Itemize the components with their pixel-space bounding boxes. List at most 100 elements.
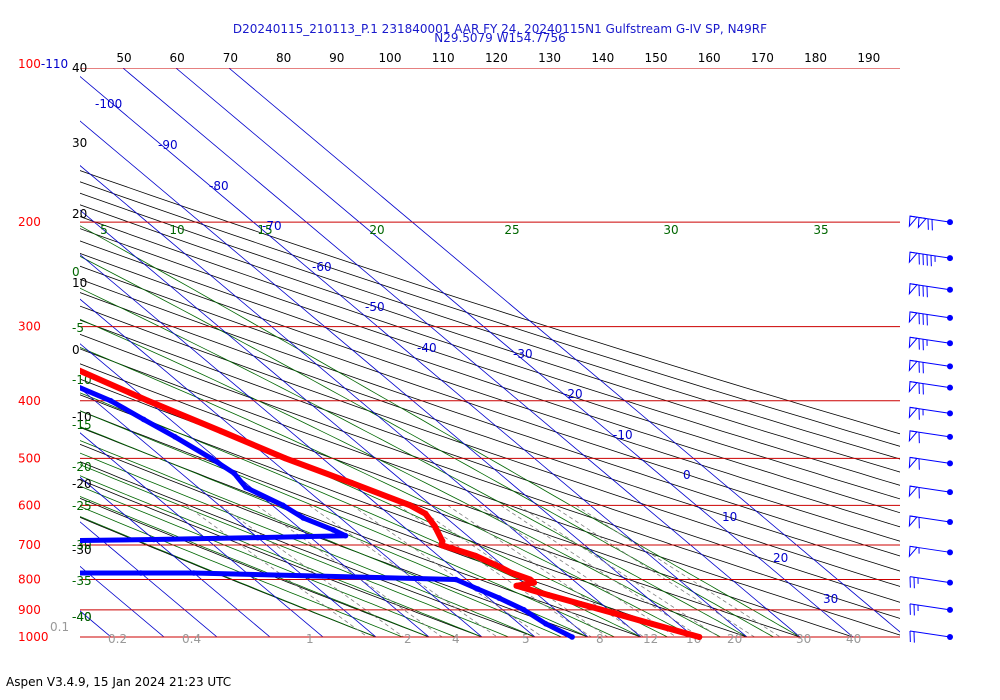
temperature-trace-point — [545, 592, 552, 599]
temperature-trace-point — [348, 479, 355, 486]
dry-adiabat-line — [80, 305, 900, 587]
isotherm-label: 30 — [823, 592, 838, 606]
top-axis-tick-label: 50 — [116, 51, 131, 65]
isotherm-label: -90 — [158, 138, 178, 152]
top-axis-tick-label: 100 — [379, 51, 402, 65]
dewpoint-trace-point — [151, 536, 157, 543]
moist-top-label: 35 — [813, 223, 828, 237]
top-axis-tick-label: 110 — [432, 51, 455, 65]
mixing-ratio-line — [575, 504, 781, 638]
mixing-ratio-label: 40 — [846, 632, 861, 646]
isotherm-label: -10 — [613, 428, 633, 442]
mixing-ratio-label: 20 — [727, 632, 742, 646]
dry-adiabat-line — [80, 461, 536, 638]
pressure-label: 600 — [18, 498, 41, 512]
dewpoint-trace-point — [138, 570, 144, 576]
moist-top-label: 25 — [504, 223, 519, 237]
pressure-label: 900 — [18, 603, 41, 617]
wind-barb — [909, 576, 953, 589]
dewpoint-trace-point — [569, 634, 575, 640]
moist-top-label: 10 — [169, 223, 184, 237]
trace-layer — [80, 367, 703, 640]
chart-title-line1: D20240115_210113_P.1 231840001 AAR FY 24… — [233, 22, 767, 36]
wind-barb — [908, 485, 953, 499]
dewpoint-trace-point — [231, 470, 237, 477]
moist-left-label: -35 — [72, 574, 92, 588]
temperature-trace-point — [407, 502, 414, 509]
dry-adiabat-line — [80, 348, 900, 636]
dry-adiabat-line — [80, 204, 900, 473]
dry-adiabat-line — [80, 240, 900, 514]
dewpoint-trace-point — [543, 621, 549, 627]
mixing-ratio-line — [447, 504, 644, 638]
mixing-ratio-line — [551, 504, 755, 638]
temperature-trace-point — [513, 582, 520, 589]
mixing-ratio-line — [219, 504, 404, 638]
top-axis-tick-label: 60 — [170, 51, 185, 65]
isotherm-line — [228, 68, 900, 633]
wind-barb — [908, 380, 953, 395]
mixing-ratio-label: 0.1 — [50, 620, 69, 634]
moist-adiabat-line — [80, 464, 509, 638]
dewpoint-trace-point — [243, 484, 249, 491]
theta-label: -10 — [72, 410, 92, 424]
dewpoint-trace-point — [140, 416, 147, 423]
temperature-trace-point — [431, 523, 438, 529]
moist-adiabat-line — [80, 452, 536, 638]
dewpoint-trace-point — [280, 502, 286, 509]
top-axis-tick-label: 90 — [329, 51, 344, 65]
dry-adiabat-line — [80, 292, 900, 572]
dry-adiabat-line — [80, 216, 900, 486]
dry-adiabat-line — [80, 228, 900, 500]
isotherm-label: -20 — [563, 387, 583, 401]
temperature-trace-point — [438, 542, 445, 549]
wind-barb-staff — [909, 603, 951, 611]
isotherm-label: 20 — [773, 551, 788, 565]
isotherm-label: -50 — [365, 300, 385, 314]
moist-adiabat-line — [80, 485, 456, 638]
mixing-ratio-label: 0.4 — [182, 632, 201, 646]
isotherm-line — [80, 343, 430, 638]
isotherm-label: -70 — [262, 219, 282, 233]
isotherm-line — [122, 68, 801, 638]
wind-barb-staff — [909, 630, 951, 638]
temperature-trace-point — [609, 609, 616, 616]
theta-label: 20 — [72, 207, 87, 221]
isotherm-line — [80, 209, 589, 638]
wind-barb — [908, 311, 953, 326]
moist-adiabat-line — [80, 506, 403, 638]
isotherm-line — [80, 75, 748, 638]
dry-adiabat-line — [80, 265, 900, 542]
dewpoint-trace-point — [208, 455, 214, 462]
wind-barb-staff — [909, 576, 951, 584]
dewpoint-trace-point — [191, 570, 197, 576]
mixing-ratio-label: 1 — [306, 632, 314, 646]
mixing-ratio-label: 0.2 — [108, 632, 127, 646]
theta-label: 30 — [72, 136, 87, 150]
pressure-label-top-a: 100 — [18, 57, 41, 71]
temperature-trace-point — [218, 428, 225, 435]
wind-barb-pennant — [908, 251, 918, 264]
wind-barb — [908, 215, 953, 231]
wind-barb-layer — [908, 215, 953, 643]
moist-adiabat-line — [80, 287, 748, 638]
temperature-trace-point — [282, 455, 289, 462]
dewpoint-trace-point — [453, 576, 459, 583]
pressure-label-top-b: -110 — [41, 57, 68, 71]
isotherm-line — [80, 254, 536, 638]
moist-adiabat-line — [80, 410, 615, 638]
moist-adiabat-line — [80, 371, 668, 638]
wind-barb-pennant — [917, 216, 927, 229]
mixing-ratio-label: 4 — [452, 632, 460, 646]
moist-adiabat-line — [80, 495, 430, 638]
dry-adiabat-line — [80, 252, 900, 528]
isotherm-line — [175, 68, 854, 638]
theta-label: -40 — [72, 610, 92, 624]
moist-top-label: 20 — [369, 223, 384, 237]
top-axis-tick-label: 120 — [485, 51, 508, 65]
wind-barb-pennant — [908, 380, 918, 394]
dewpoint-trace-point — [300, 515, 307, 521]
temperature-trace-point — [472, 552, 479, 559]
top-axis-tick-label: 150 — [645, 51, 668, 65]
